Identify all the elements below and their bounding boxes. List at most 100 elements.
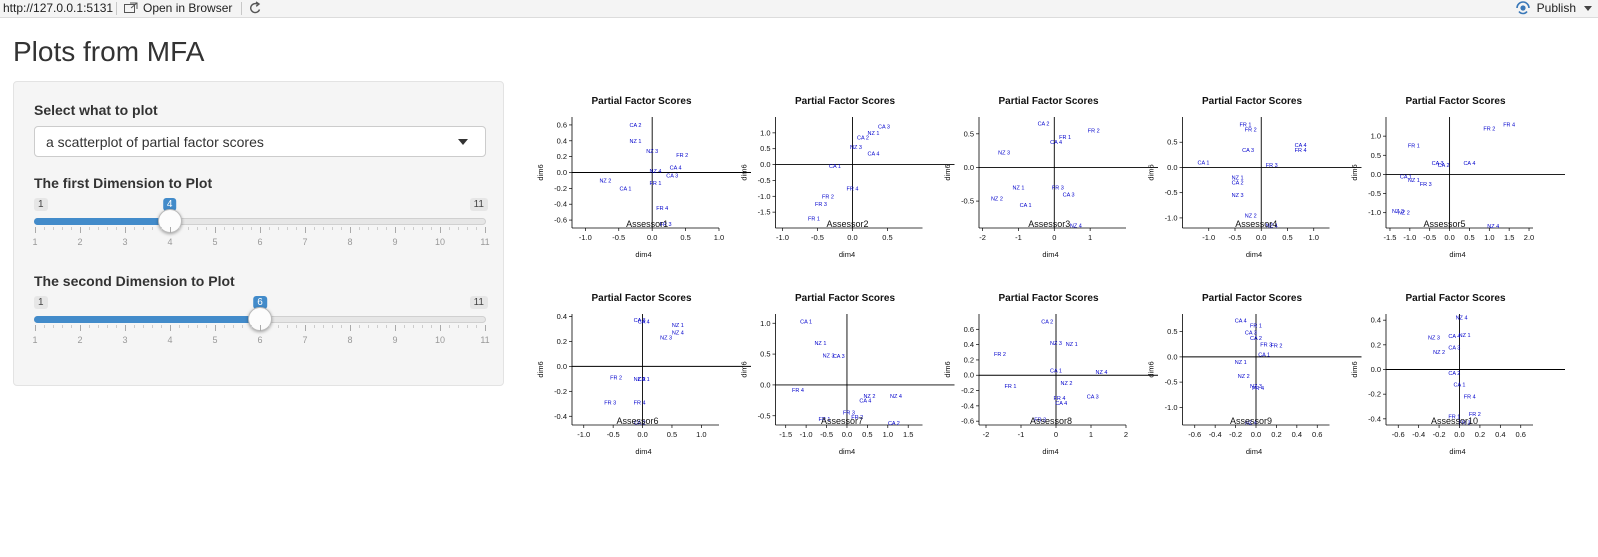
publish-button[interactable]: Publish — [1515, 0, 1592, 16]
partial-factor-score-plots: Partial Factor Scores -1.0 -0.5 0.0 0.5 1.0 -0… — [536, 96, 1565, 456]
x-axis-label: dim4 — [635, 250, 651, 259]
point-label: FR 2 — [994, 352, 1006, 358]
slider-minor-tick — [107, 227, 108, 230]
point-label: FR 4 — [656, 206, 668, 212]
point-label: FR 1 — [1005, 384, 1017, 390]
point-label: CA 3 — [666, 174, 678, 180]
slider-minor-tick — [206, 325, 207, 328]
slider-tick — [170, 227, 171, 233]
slider-minor-tick — [377, 325, 378, 328]
slider-minor-tick — [467, 325, 468, 328]
slider-tick-label: 1 — [32, 335, 38, 345]
x-tick-label: 0.4 — [1292, 430, 1302, 439]
slider-minor-tick — [143, 227, 144, 230]
scatter-plot: Partial Factor Scores -2 -1 0 1 2 -0.6 -0.4 -0.2… — [943, 293, 1158, 456]
point-label: NZ 1 — [672, 323, 684, 329]
y-tick-label: 0.0 — [557, 168, 567, 177]
x-tick-label: -0.4 — [1412, 430, 1425, 439]
slider-minor-tick — [98, 227, 99, 230]
y-tick-label: 0.4 — [557, 312, 567, 321]
x-tick-label: 0.0 — [842, 430, 852, 439]
point-label: FR 1 — [1059, 135, 1071, 141]
chevron-down-icon[interactable] — [1584, 5, 1592, 11]
y-tick-label: 1.0 — [760, 128, 770, 137]
slider-tick-label: 8 — [347, 237, 353, 247]
slider-minor-tick — [476, 227, 477, 230]
point-label: CA 1 — [1050, 369, 1062, 375]
point-label: FR 3 — [660, 222, 672, 228]
slider-tick — [485, 325, 486, 331]
slider-tick-label: 3 — [122, 237, 128, 247]
y-tick-label: 0.2 — [964, 355, 974, 364]
point-label: FR 4 — [1054, 396, 1066, 402]
y-tick-label: -1.5 — [758, 208, 771, 217]
slider-tick-label: 2 — [77, 335, 83, 345]
x-axis-label: dim4 — [1042, 250, 1058, 259]
slider-minor-tick — [62, 325, 63, 328]
slider-minor-tick — [179, 325, 180, 328]
slider-minor-tick — [449, 227, 450, 230]
plot-type-select[interactable]: a scatterplot of partial factor scores — [34, 126, 486, 157]
y-tick-label: -0.5 — [1165, 188, 1178, 197]
slider-minor-tick — [188, 227, 189, 230]
slider-minor-tick — [368, 227, 369, 230]
point-label: CA 4 — [670, 166, 682, 172]
slider-tick — [350, 227, 351, 233]
assessor-label: Assessor2 — [826, 219, 868, 229]
x-tick-label: -0.6 — [1188, 430, 1201, 439]
slider-minor-tick — [251, 227, 252, 230]
point-label: CA 3 — [833, 354, 845, 360]
x-tick-label: -0.5 — [612, 233, 625, 242]
slider-tick — [125, 325, 126, 331]
y-tick-label: -0.5 — [1165, 378, 1178, 387]
dim2-label: The second Dimension to Plot — [34, 273, 235, 289]
slider-minor-tick — [206, 227, 207, 230]
assessor-label: Assessor8 — [1030, 416, 1072, 426]
point-label: FR 2 — [822, 194, 834, 200]
y-tick-label: -0.6 — [961, 417, 974, 426]
x-tick-label: -1.0 — [776, 233, 789, 242]
slider-tick — [80, 227, 81, 233]
point-label: NZ 3 — [850, 145, 862, 151]
slider-minor-tick — [386, 227, 387, 230]
point-label: CA 2 — [857, 136, 869, 142]
point-label: CA 1 — [1258, 352, 1270, 358]
x-tick-label: 1.5 — [903, 430, 913, 439]
y-tick-label: -1.0 — [1368, 208, 1381, 217]
slider-minor-tick — [269, 227, 270, 230]
y-axis-label: dim6 — [1147, 361, 1156, 377]
point-label: CA 3 — [634, 318, 646, 324]
plot-title: Partial Factor Scores — [795, 96, 895, 107]
dim2-slider[interactable]: 1 11 6 1 2 3 4 5 6 7 8 9 10 11 — [32, 296, 490, 356]
y-tick-label: 0.0 — [1371, 365, 1381, 374]
y-axis-label: dim6 — [536, 164, 545, 180]
slider-minor-tick — [368, 325, 369, 328]
y-tick-label: -0.6 — [554, 216, 567, 225]
open-in-browser-button[interactable]: Open in Browser — [124, 0, 232, 16]
x-tick-label: -1.5 — [1384, 233, 1397, 242]
slider-tick-label: 6 — [257, 335, 263, 345]
point-label: FR 4 — [1464, 395, 1476, 401]
slider-tick — [350, 325, 351, 331]
y-axis-label: dim6 — [536, 361, 545, 377]
slider-tick — [80, 325, 81, 331]
slider-tick-label: 5 — [212, 237, 218, 247]
slider-tick-label: 7 — [302, 335, 308, 345]
x-tick-label: 1 — [1089, 430, 1093, 439]
dim1-slider[interactable]: 1 11 4 1 2 3 4 5 6 7 8 9 10 11 — [32, 198, 490, 258]
x-axis-label: dim4 — [1246, 250, 1262, 259]
slider-minor-tick — [188, 325, 189, 328]
point-label: FR 3 — [1034, 418, 1046, 424]
point-label: FR 3 — [1260, 342, 1272, 348]
slider-minor-tick — [107, 325, 108, 328]
refresh-icon[interactable] — [248, 0, 262, 16]
point-label: NZ 3 — [1250, 384, 1262, 390]
plot-title: Partial Factor Scores — [1405, 293, 1505, 304]
open-browser-icon — [124, 2, 138, 13]
slider-fill — [34, 316, 260, 323]
point-label: NZ 3 — [1428, 335, 1440, 341]
x-tick-label: -0.5 — [1423, 233, 1436, 242]
y-axis-label: dim6 — [943, 361, 952, 377]
point-label: NZ 3 — [998, 151, 1010, 157]
assessor-label: Assessor10 — [1431, 416, 1478, 426]
